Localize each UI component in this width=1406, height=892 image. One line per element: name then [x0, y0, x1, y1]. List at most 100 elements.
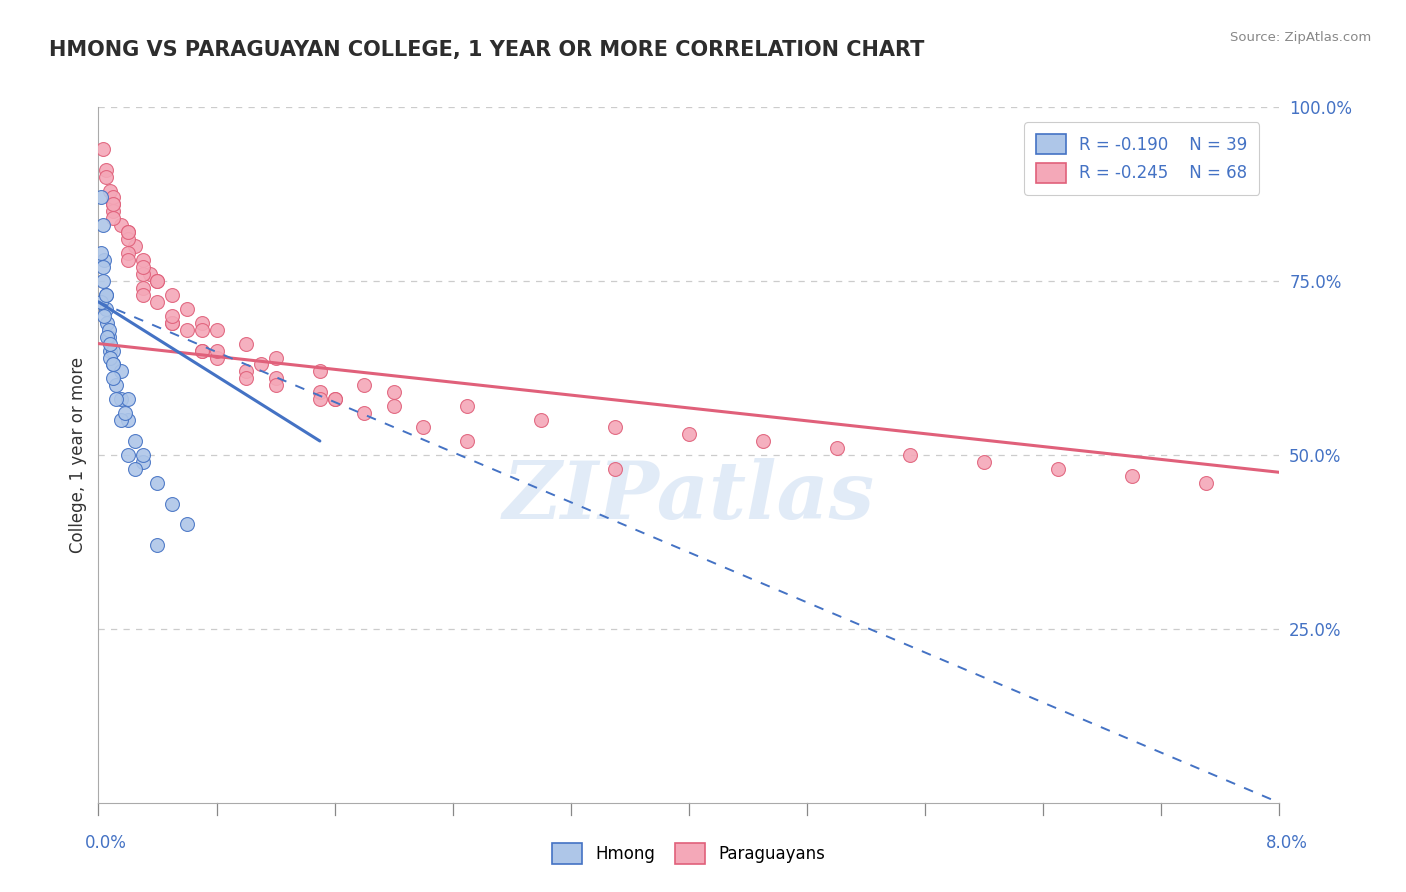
Point — [132, 281, 155, 295]
Point — [139, 267, 162, 281]
Point — [117, 392, 139, 407]
Point — [110, 392, 132, 407]
Point — [162, 309, 183, 323]
Point — [103, 197, 125, 211]
Point — [205, 323, 228, 337]
Point — [191, 316, 214, 330]
Point — [103, 343, 125, 358]
Text: ZIPatlas: ZIPatlas — [503, 458, 875, 535]
Point — [91, 274, 114, 288]
Point — [264, 371, 287, 385]
Point — [825, 441, 848, 455]
Point — [110, 413, 132, 427]
Point — [973, 455, 995, 469]
Point — [132, 260, 155, 274]
Point — [191, 323, 214, 337]
Point — [103, 358, 125, 372]
Point — [264, 378, 287, 392]
Point — [456, 434, 478, 448]
Text: 8.0%: 8.0% — [1265, 834, 1308, 852]
Point — [250, 358, 273, 372]
Point — [93, 253, 115, 268]
Point — [103, 371, 125, 385]
Point — [235, 336, 257, 351]
Point — [105, 392, 128, 407]
Point — [90, 190, 112, 204]
Point — [162, 288, 183, 302]
Point — [146, 538, 169, 552]
Point — [94, 288, 117, 302]
Point — [132, 448, 155, 462]
Point — [132, 455, 155, 469]
Point — [205, 343, 228, 358]
Point — [110, 364, 132, 378]
Point — [114, 406, 136, 420]
Point — [132, 267, 155, 281]
Point — [382, 399, 405, 413]
Point — [91, 142, 114, 156]
Point — [98, 336, 121, 351]
Point — [97, 323, 120, 337]
Point — [117, 253, 139, 268]
Point — [105, 378, 128, 392]
Point — [605, 462, 627, 476]
Point — [235, 371, 257, 385]
Point — [98, 343, 121, 358]
Y-axis label: College, 1 year or more: College, 1 year or more — [69, 357, 87, 553]
Point — [308, 364, 332, 378]
Point — [94, 169, 117, 184]
Point — [117, 225, 139, 239]
Point — [103, 211, 125, 226]
Point — [124, 462, 146, 476]
Point — [1121, 468, 1143, 483]
Point — [94, 301, 117, 316]
Point — [412, 420, 434, 434]
Point — [146, 274, 169, 288]
Point — [103, 358, 125, 372]
Point — [353, 378, 375, 392]
Point — [162, 316, 183, 330]
Text: Source: ZipAtlas.com: Source: ZipAtlas.com — [1230, 31, 1371, 45]
Point — [96, 329, 118, 343]
Point — [132, 253, 155, 268]
Point — [117, 448, 139, 462]
Point — [308, 385, 332, 400]
Point — [90, 246, 112, 260]
Point — [191, 343, 214, 358]
Point — [93, 309, 115, 323]
Point — [132, 288, 155, 302]
Point — [117, 232, 139, 246]
Point — [162, 316, 183, 330]
Text: HMONG VS PARAGUAYAN COLLEGE, 1 YEAR OR MORE CORRELATION CHART: HMONG VS PARAGUAYAN COLLEGE, 1 YEAR OR M… — [49, 40, 925, 60]
Point — [191, 343, 214, 358]
Legend: R = -0.190    N = 39, R = -0.245    N = 68: R = -0.190 N = 39, R = -0.245 N = 68 — [1025, 122, 1260, 194]
Point — [103, 204, 125, 219]
Point — [1194, 475, 1216, 490]
Point — [205, 351, 228, 365]
Point — [678, 427, 700, 442]
Point — [91, 260, 114, 274]
Point — [98, 351, 121, 365]
Point — [530, 413, 553, 427]
Point — [146, 475, 169, 490]
Point — [94, 162, 117, 177]
Point — [90, 294, 112, 309]
Point — [235, 364, 257, 378]
Point — [264, 351, 287, 365]
Point — [1046, 462, 1069, 476]
Point — [124, 434, 146, 448]
Point — [323, 392, 346, 407]
Point — [751, 434, 773, 448]
Point — [124, 239, 146, 253]
Point — [146, 274, 169, 288]
Point — [456, 399, 478, 413]
Point — [96, 316, 118, 330]
Point — [308, 392, 332, 407]
Text: 0.0%: 0.0% — [84, 834, 127, 852]
Point — [103, 197, 125, 211]
Point — [97, 329, 120, 343]
Point — [103, 190, 125, 204]
Point — [91, 219, 114, 233]
Point — [117, 246, 139, 260]
Point — [900, 448, 922, 462]
